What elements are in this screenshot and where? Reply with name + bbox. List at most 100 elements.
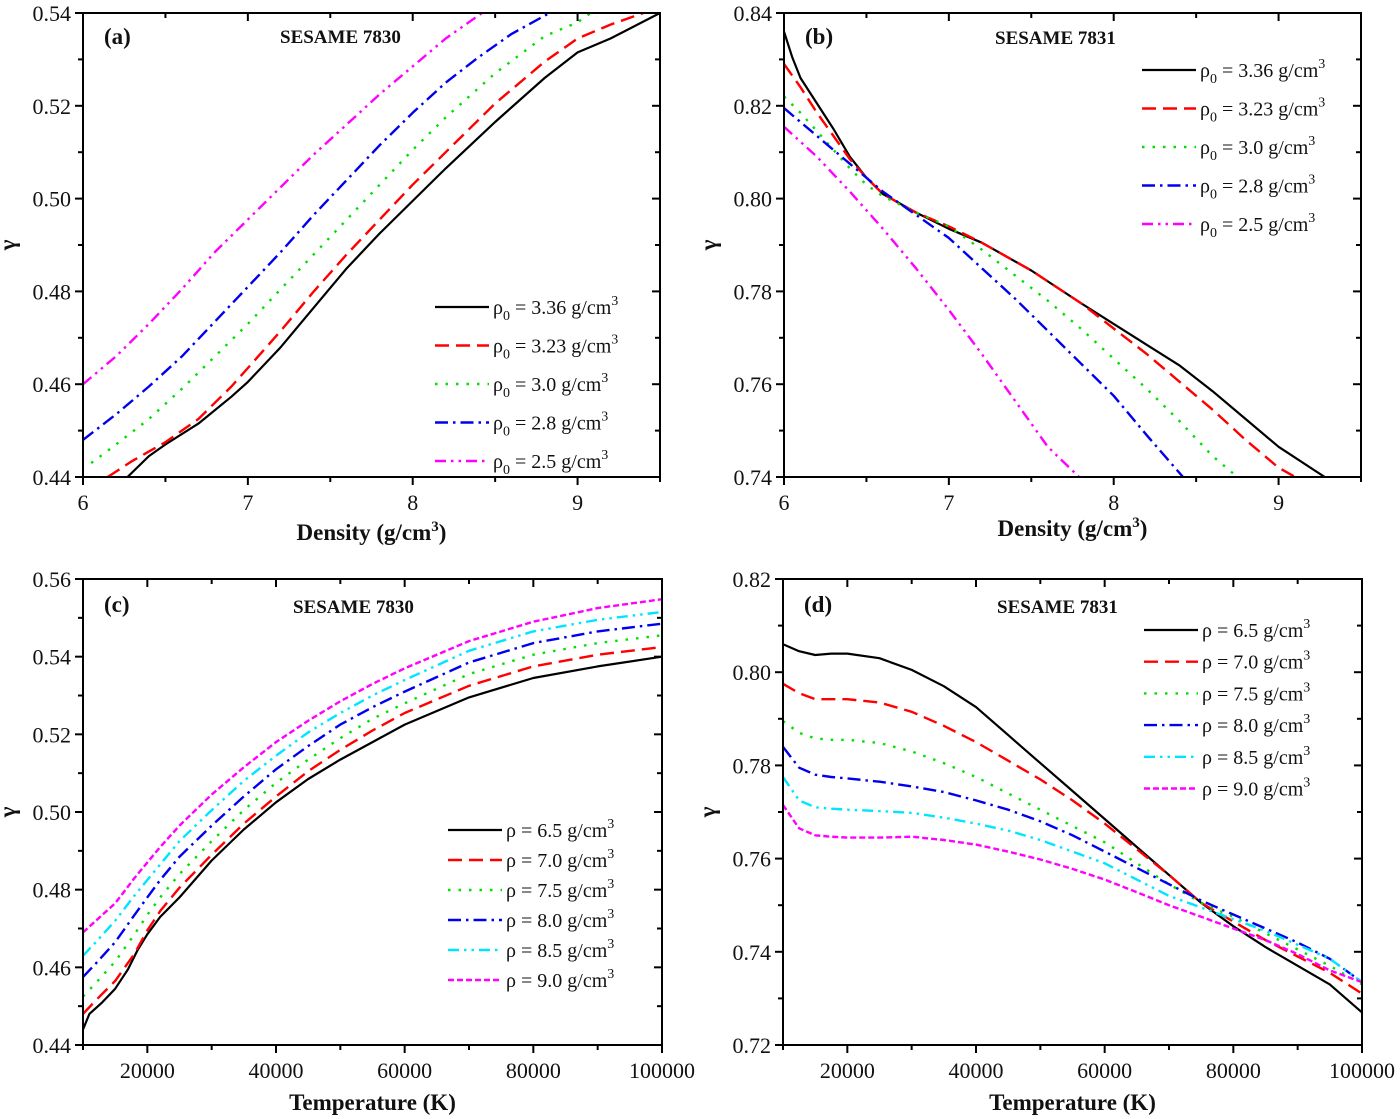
series-lines xyxy=(83,598,662,1030)
y-tick-label: 0.44 xyxy=(33,465,72,490)
legend-item: ρ0 = 2.8 g/cm3 xyxy=(1142,173,1315,203)
panel-a: 6 7 8 9 0.44 0.46 0.48 0.50 0.52 0.54 Density (g/c… xyxy=(0,1,661,545)
y-tick-label: 0.52 xyxy=(33,722,72,747)
y-tick-label: 0.78 xyxy=(734,279,773,304)
series-line-4 xyxy=(83,610,662,957)
legend-item: ρ = 8.5 g/cm3 xyxy=(448,937,614,962)
y-tick-label: 0.50 xyxy=(33,800,72,825)
series-line-4 xyxy=(83,13,483,386)
legend-label: ρ = 7.5 g/cm3 xyxy=(506,877,614,902)
legend-item: ρ0 = 3.36 g/cm3 xyxy=(435,294,618,324)
panel-title: SESAME 7830 xyxy=(280,27,401,48)
series-line-4 xyxy=(784,125,1080,477)
series-lines xyxy=(83,13,660,477)
legend-label: ρ0 = 3.36 g/cm3 xyxy=(1200,57,1325,87)
legend-item: ρ = 9.0 g/cm3 xyxy=(1144,776,1310,801)
x-tick-label: 80000 xyxy=(1206,1058,1261,1083)
legend-label: ρ0 = 2.8 g/cm3 xyxy=(493,410,608,440)
legend-label: ρ0 = 3.36 g/cm3 xyxy=(493,294,618,324)
series-line-0 xyxy=(783,643,1362,1014)
panel-label: (c) xyxy=(104,592,130,617)
legend-label: ρ = 8.0 g/cm3 xyxy=(1202,712,1310,737)
y-axis-title: γ xyxy=(0,806,20,818)
legend-label: ρ0 = 2.8 g/cm3 xyxy=(1200,173,1315,203)
y-tick-label: 0.80 xyxy=(733,660,772,685)
series-line-0 xyxy=(126,13,660,477)
legend-item: ρ0 = 3.0 g/cm3 xyxy=(435,371,608,401)
legend-label: ρ = 8.5 g/cm3 xyxy=(1202,744,1310,769)
panel-title: SESAME 7831 xyxy=(995,28,1116,49)
legend-label: ρ0 = 3.0 g/cm3 xyxy=(1200,134,1315,164)
x-tick-label: 40000 xyxy=(249,1058,304,1083)
legend-label: ρ0 = 3.23 g/cm3 xyxy=(493,333,618,363)
legend-label: ρ = 9.0 g/cm3 xyxy=(1202,776,1310,801)
legend-item: ρ = 8.0 g/cm3 xyxy=(1144,712,1310,737)
series-line-3 xyxy=(83,622,662,978)
legend: ρ = 6.5 g/cm3 ρ = 7.0 g/cm3 ρ = 7.5 g/cm3 ρ… xyxy=(1144,617,1310,801)
y-tick-label: 0.78 xyxy=(733,753,772,778)
x-axis-title: Temperature (K) xyxy=(289,1090,456,1115)
panel-b: 6 7 8 9 0.74 0.76 0.78 0.80 0.82 0.84 Density (g/c… xyxy=(696,1,1362,541)
legend: ρ = 6.5 g/cm3 ρ = 7.0 g/cm3 ρ = 7.5 g/cm3 ρ… xyxy=(448,817,614,992)
y-tick-label: 0.84 xyxy=(734,1,773,26)
x-tick-label: 6 xyxy=(779,490,790,515)
y-tick-label: 0.52 xyxy=(33,94,72,119)
plot-frame xyxy=(783,12,1362,478)
series-line-2 xyxy=(784,95,1239,477)
y-tick-label: 0.48 xyxy=(33,878,72,903)
legend-label: ρ = 8.5 g/cm3 xyxy=(506,937,614,962)
legend-label: ρ = 6.5 g/cm3 xyxy=(1202,617,1310,642)
legend-label: ρ = 7.5 g/cm3 xyxy=(1202,680,1310,705)
y-tick-label: 0.76 xyxy=(733,847,772,872)
y-tick-label: 0.74 xyxy=(733,940,772,965)
panel-label: (d) xyxy=(804,592,832,617)
panel-title: SESAME 7831 xyxy=(997,597,1118,618)
y-tick-label: 0.54 xyxy=(33,1,72,26)
plot-frame xyxy=(782,578,1363,1046)
legend-label: ρ0 = 2.5 g/cm3 xyxy=(1200,211,1315,241)
series-line-1 xyxy=(784,63,1296,477)
x-tick-label: 100000 xyxy=(1329,1058,1395,1083)
y-tick-label: 0.72 xyxy=(733,1033,772,1058)
series-lines xyxy=(784,31,1326,477)
legend-label: ρ = 7.0 g/cm3 xyxy=(1202,649,1310,674)
panel-title: SESAME 7830 xyxy=(293,597,414,618)
y-tick-label: 0.48 xyxy=(33,279,72,304)
series-line-2 xyxy=(90,13,592,465)
series-line-3 xyxy=(83,13,551,441)
x-tick-label: 100000 xyxy=(629,1058,695,1083)
legend-label: ρ = 7.0 g/cm3 xyxy=(506,847,614,872)
legend-item: ρ0 = 3.23 g/cm3 xyxy=(435,333,618,363)
x-axis-title: Density (g/cm3) xyxy=(998,515,1148,541)
y-tick-label: 0.46 xyxy=(33,372,72,397)
y-tick-label: 0.54 xyxy=(33,645,72,670)
series-line-4 xyxy=(783,776,1362,984)
plot-frame xyxy=(82,12,661,478)
series-line-5 xyxy=(783,804,1362,984)
legend-item: ρ = 9.0 g/cm3 xyxy=(448,967,614,992)
legend-item: ρ = 7.0 g/cm3 xyxy=(448,847,614,872)
legend-label: ρ0 = 3.0 g/cm3 xyxy=(493,371,608,401)
y-tick-label: 0.82 xyxy=(734,94,773,119)
x-tick-label: 7 xyxy=(242,490,253,515)
x-tick-label: 9 xyxy=(572,490,583,515)
series-line-3 xyxy=(784,107,1184,477)
legend-label: ρ = 9.0 g/cm3 xyxy=(506,967,614,992)
legend-item: ρ = 7.5 g/cm3 xyxy=(1144,680,1310,705)
series-line-2 xyxy=(83,634,662,998)
legend-label: ρ0 = 3.23 g/cm3 xyxy=(1200,96,1325,126)
panel-label: (b) xyxy=(805,24,833,49)
legend-item: ρ0 = 2.5 g/cm3 xyxy=(435,448,608,478)
y-tick-label: 0.56 xyxy=(33,567,72,592)
panel-c: 20000 40000 60000 80000 100000 0.44 0.46 0.48 0.… xyxy=(0,567,695,1115)
x-tick-label: 9 xyxy=(1273,490,1284,515)
series-line-1 xyxy=(783,682,1362,995)
y-tick-label: 0.44 xyxy=(33,1033,72,1058)
legend-item: ρ = 7.0 g/cm3 xyxy=(1144,649,1310,674)
y-axis-title: γ xyxy=(0,239,20,251)
x-axis-title: Density (g/cm3) xyxy=(297,519,447,545)
legend-item: ρ0 = 3.0 g/cm3 xyxy=(1142,134,1315,164)
x-tick-label: 20000 xyxy=(820,1058,875,1083)
legend: ρ0 = 3.36 g/cm3 ρ0 = 3.23 g/cm3 ρ0 = 3.0 g… xyxy=(435,294,618,478)
